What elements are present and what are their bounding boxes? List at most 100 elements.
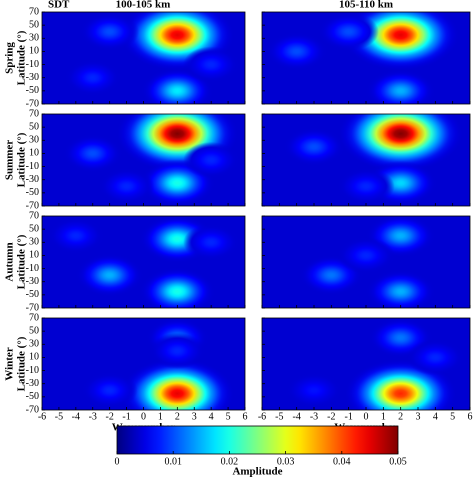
amplitude-peak	[337, 168, 395, 205]
heatmap-field	[299, 216, 435, 308]
heatmap-field	[266, 12, 459, 104]
amplitude-peak	[283, 127, 345, 166]
amplitude-peak	[337, 237, 395, 274]
row-label: Spring	[4, 42, 16, 74]
colorbar-tick-label: 0.04	[333, 456, 351, 467]
x-tick-label: -5	[275, 411, 283, 422]
x-tick-label: 5	[450, 411, 455, 422]
y-tick-label: 10	[29, 250, 39, 261]
x-tick-label: 4	[433, 411, 438, 422]
heatmap-field	[64, 12, 240, 104]
y-tick-label: -30	[26, 72, 39, 83]
y-tick-label: -70	[26, 404, 39, 415]
amplitude-peak	[140, 267, 215, 308]
x-tick-label: 6	[468, 411, 473, 422]
x-tick-label: -3	[89, 411, 97, 422]
amplitude-peak	[266, 32, 327, 71]
y-axis-label: Latitude (°)	[16, 132, 28, 187]
x-tick-label: 5	[226, 411, 231, 422]
y-tick-label: 50	[29, 121, 39, 132]
amplitude-peak	[81, 372, 138, 409]
figure-label: SDT	[48, 0, 70, 11]
x-tick-label: -1	[344, 411, 352, 422]
x-tick-label: -6	[38, 411, 46, 422]
y-tick-label: -10	[26, 161, 39, 172]
amplitude-peak	[339, 114, 463, 172]
y-tick-label: -30	[26, 174, 39, 185]
x-tick-label: -5	[55, 411, 63, 422]
y-tick-label: -70	[26, 200, 39, 211]
x-tick-label: 2	[175, 411, 180, 422]
amplitude-peak	[318, 12, 379, 51]
x-tick-label: -6	[258, 411, 266, 422]
y-tick-label: 30	[29, 237, 39, 248]
y-tick-label: 50	[29, 325, 39, 336]
amplitude-peak	[98, 168, 155, 205]
x-tick-label: 3	[416, 411, 421, 422]
x-tick-label: -4	[292, 411, 300, 422]
colorbar-tick-label: 0.01	[164, 456, 182, 467]
y-tick-label: 10	[29, 46, 39, 57]
amplitude-peak	[183, 46, 240, 83]
x-tick-label: -2	[105, 411, 113, 422]
x-tick-label: 1	[381, 411, 386, 422]
x-tick-label: 0	[364, 411, 369, 422]
heatmap-field	[63, 114, 240, 206]
y-tick-label: -50	[26, 391, 39, 402]
y-tick-label: 30	[29, 339, 39, 350]
y-tick-label: -30	[26, 378, 39, 389]
y-tick-label: 70	[29, 6, 39, 17]
colorbar	[116, 425, 399, 455]
x-tick-label: 3	[192, 411, 197, 422]
y-tick-label: -50	[26, 289, 39, 300]
x-tick-label: -4	[72, 411, 80, 422]
amplitude-peak	[121, 358, 234, 410]
amplitude-peak	[80, 12, 140, 51]
y-tick-label: -70	[26, 98, 39, 109]
amplitude-peak	[47, 217, 104, 254]
amplitude-peak	[76, 253, 144, 297]
amplitude-peak	[366, 270, 435, 308]
y-axis-label: Latitude (°)	[16, 234, 28, 289]
heatmap-field	[47, 216, 240, 308]
row-label: Winter	[4, 347, 16, 381]
heatmap-field	[81, 318, 234, 410]
row-label: Summer	[4, 140, 16, 180]
y-axis-label: Latitude (°)	[16, 336, 28, 391]
x-tick-label: -2	[327, 411, 335, 422]
amplitude-peak	[183, 224, 240, 261]
colorbar-tick-label: 0.03	[277, 456, 295, 467]
y-tick-label: -10	[26, 59, 39, 70]
x-tick-label: -1	[122, 411, 130, 422]
colorbar-label: Amplitude	[232, 466, 282, 478]
heatmap-field	[283, 114, 463, 206]
y-tick-label: -70	[26, 302, 39, 313]
x-tick-label: 1	[158, 411, 163, 422]
x-tick-label: 2	[398, 411, 403, 422]
heatmap-field	[286, 318, 465, 410]
amplitude-peak	[286, 372, 342, 408]
x-tick-label: 0	[141, 411, 146, 422]
amplitude-peak	[406, 339, 465, 376]
amplitude-peak	[149, 332, 206, 369]
y-tick-label: 70	[29, 312, 39, 323]
y-tick-label: -30	[26, 276, 39, 287]
amplitude-peak	[64, 59, 121, 96]
y-tick-label: 30	[29, 135, 39, 146]
amplitude-peak	[366, 69, 435, 104]
y-tick-label: 70	[29, 210, 39, 221]
y-tick-label: 50	[29, 223, 39, 234]
y-tick-label: -50	[26, 85, 39, 96]
x-tick-label: 4	[209, 411, 214, 422]
row-label: Autumn	[4, 242, 16, 281]
y-tick-label: -50	[26, 187, 39, 198]
y-tick-label: 70	[29, 108, 39, 119]
column-title: 105-110 km	[339, 0, 393, 11]
column-title: 100-105 km	[116, 0, 171, 11]
colorbar-tick-label: 0.05	[389, 456, 407, 467]
x-tick-label: -3	[310, 411, 318, 422]
colorbar-tick-label: 0.02	[221, 456, 239, 467]
x-tick-label: 6	[243, 411, 248, 422]
amplitude-peak	[183, 141, 240, 179]
y-tick-label: -10	[26, 263, 39, 274]
